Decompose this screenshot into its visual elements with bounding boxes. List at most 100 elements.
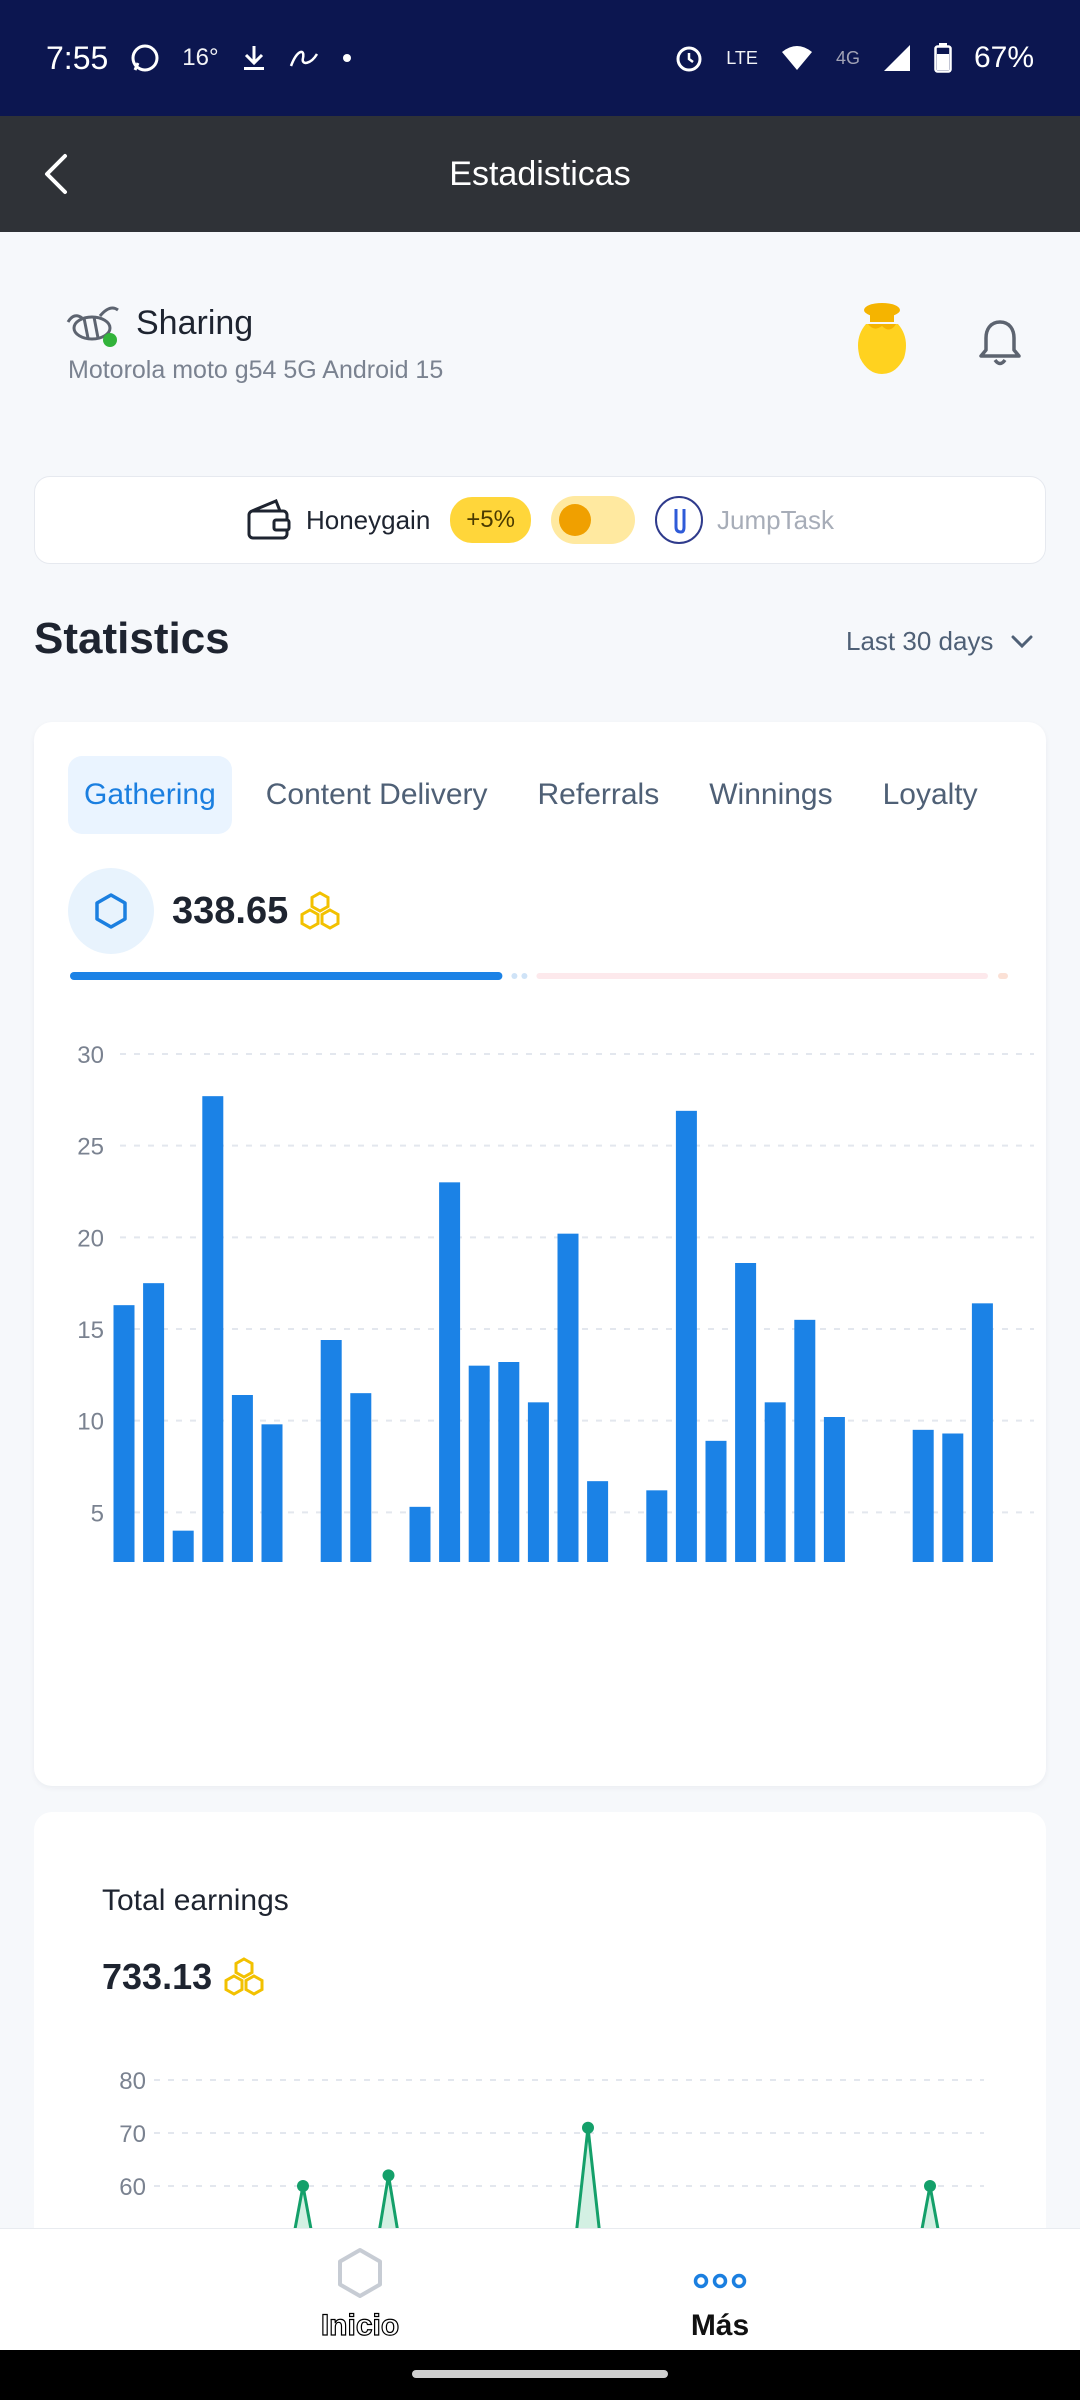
bar-19-jul[interactable] xyxy=(202,1096,224,1562)
chevron-left-icon xyxy=(45,154,67,194)
gathering-total-row: 338.65 xyxy=(68,868,342,954)
jumptask-label: JumpTask xyxy=(716,504,835,535)
bar-6-ago[interactable] xyxy=(735,1263,757,1562)
wallet-icon xyxy=(247,499,291,540)
bar-8-ago[interactable] xyxy=(794,1319,816,1562)
earnings-title: Total earnings xyxy=(102,1884,289,1917)
bar-18-jul[interactable] xyxy=(172,1530,194,1562)
hexagon-icon xyxy=(95,893,127,929)
bar-17-jul[interactable] xyxy=(143,1283,165,1562)
gathering-total: 338.65 xyxy=(172,889,289,932)
bar-27-jul[interactable] xyxy=(439,1182,461,1562)
bar-4-ago[interactable] xyxy=(675,1110,697,1562)
tab-referrals[interactable]: Referrals xyxy=(537,778,660,811)
y-tick-label: 25 xyxy=(77,1134,104,1161)
bar-1-ago[interactable] xyxy=(587,1481,609,1562)
battery-percent: 67% xyxy=(973,41,1034,74)
gathering-bar-chart: 05101520253016jul.18jul.20jul.22jul.24ju… xyxy=(77,1042,1034,1563)
bonus-badge: +5% xyxy=(450,497,531,543)
home-indicator[interactable] xyxy=(412,2370,668,2378)
system-navigation-bar xyxy=(0,2350,1080,2400)
bar-5-ago[interactable] xyxy=(705,1440,727,1562)
nav-home-label: Inicio xyxy=(320,2308,400,2342)
honey-jar-icon[interactable] xyxy=(852,298,912,376)
earnings-area-chart: 80 70 60 50 xyxy=(119,2068,984,2228)
earnings-peak-area xyxy=(293,2185,313,2228)
earnings-point[interactable] xyxy=(297,2180,309,2192)
statistics-title: Statistics xyxy=(34,614,230,663)
temperature-text: 16° xyxy=(182,44,219,71)
hexagon-home-icon xyxy=(338,2248,382,2298)
bee-icon xyxy=(66,306,119,347)
progress-end xyxy=(998,973,1008,979)
bar-12-ago[interactable] xyxy=(912,1429,934,1562)
volte-icon: LTE xyxy=(726,47,758,68)
earnings-peak-area xyxy=(378,2175,399,2228)
stats-tabs: Gathering Content Delivery Referrals Winnin… xyxy=(68,756,1012,834)
bar-14-ago[interactable] xyxy=(971,1303,993,1562)
earnings-total: 733.13 xyxy=(102,1956,213,1997)
bar-29-jul[interactable] xyxy=(498,1362,520,1562)
tab-loyalty[interactable]: Loyalty xyxy=(882,778,978,811)
honeycomb-coins-icon xyxy=(224,1957,264,1996)
bell-icon[interactable] xyxy=(978,318,1022,368)
honeycomb-coins-icon xyxy=(300,891,340,930)
bar-3-ago[interactable] xyxy=(646,1490,668,1562)
app-switch-card: Honeygain +5% JumpTask xyxy=(34,476,1046,564)
whatsapp-icon xyxy=(130,43,160,73)
bar-28-jul[interactable] xyxy=(468,1365,490,1562)
bar-24-jul[interactable] xyxy=(350,1393,372,1562)
y-tick-label: 50 xyxy=(119,2227,146,2228)
y-tick-label: 10 xyxy=(77,1409,104,1436)
signal-icon xyxy=(882,43,912,73)
back-button[interactable] xyxy=(28,146,84,202)
bar-30-jul[interactable] xyxy=(527,1402,549,1562)
page-title: Estadisticas xyxy=(449,154,631,193)
more-dots-icon xyxy=(693,2273,747,2289)
bar-7-ago[interactable] xyxy=(764,1402,786,1562)
progress-fill xyxy=(70,972,503,980)
bar-23-jul[interactable] xyxy=(320,1340,342,1562)
y-tick-label: 80 xyxy=(119,2068,146,2095)
y-tick-label: 15 xyxy=(77,1317,104,1344)
bar-9-ago[interactable] xyxy=(823,1417,845,1562)
hexagon-badge xyxy=(68,868,154,954)
earnings-point[interactable] xyxy=(582,2121,594,2134)
bottom-navigation: Inicio Más xyxy=(0,2228,1080,2350)
bar-16-jul[interactable] xyxy=(113,1305,135,1562)
wifi-icon xyxy=(780,44,814,72)
status-bar: 7:55 16° LTE 4G 67% xyxy=(0,0,1080,116)
range-value: Last 30 days xyxy=(846,626,994,656)
tab-gathering[interactable]: Gathering xyxy=(68,756,232,834)
app-toggle[interactable] xyxy=(550,496,635,544)
progress-remainder xyxy=(536,973,988,979)
earnings-point[interactable] xyxy=(924,2180,936,2192)
bar-20-jul[interactable] xyxy=(231,1395,253,1562)
y-tick-label: 70 xyxy=(119,2121,146,2148)
earnings-point[interactable] xyxy=(382,2169,395,2182)
tab-content-delivery[interactable]: Content Delivery xyxy=(265,778,488,811)
gathering-progress-bar xyxy=(70,972,1008,980)
download-icon xyxy=(241,44,267,72)
bar-31-jul[interactable] xyxy=(557,1233,579,1562)
earnings-peak-area xyxy=(575,2127,601,2228)
sharing-status: Sharing xyxy=(136,304,254,342)
device-header: Sharing Motorola moto g54 5G Android 15 xyxy=(66,298,1026,398)
y-tick-label: 20 xyxy=(77,1225,104,1252)
notification-dot-icon xyxy=(341,52,353,64)
progress-dot xyxy=(511,973,518,979)
bar-21-jul[interactable] xyxy=(261,1424,283,1562)
y-tick-label: 60 xyxy=(119,2174,146,2201)
tab-winnings[interactable]: Winnings xyxy=(709,778,833,811)
nav-more-label: Más xyxy=(690,2309,750,2342)
signature-icon xyxy=(289,46,319,70)
progress-dot xyxy=(521,973,528,979)
jumptask-logo-icon xyxy=(654,496,703,544)
y-tick-label: 5 xyxy=(91,1500,104,1527)
nav-home[interactable]: Inicio xyxy=(260,2247,460,2343)
chevron-down-icon xyxy=(1011,635,1033,648)
bar-13-ago[interactable] xyxy=(942,1433,964,1563)
range-dropdown[interactable]: Last 30 days xyxy=(846,626,1033,657)
bar-26-jul[interactable] xyxy=(409,1506,431,1562)
nav-more[interactable]: Más xyxy=(620,2247,820,2343)
